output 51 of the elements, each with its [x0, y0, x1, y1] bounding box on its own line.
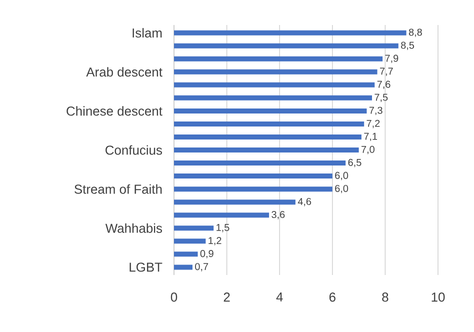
data-label: 6,0	[335, 172, 348, 180]
bar	[174, 30, 406, 36]
data-label: 7,5	[374, 94, 388, 102]
bar	[174, 200, 296, 205]
data-label: 6,0	[335, 184, 348, 194]
x-tick-label: 2	[224, 292, 230, 302]
data-label: 7,2	[366, 120, 380, 128]
bar	[174, 160, 346, 166]
y-tick-label: Chinese descent	[66, 106, 162, 116]
x-tick-label: 8	[382, 292, 388, 302]
data-label: 8,5	[401, 42, 414, 50]
y-tick-label: Arab descent	[86, 67, 162, 77]
x-tick-label: 6	[329, 292, 336, 302]
x-tick-label: 0	[170, 292, 178, 302]
bar	[174, 264, 192, 270]
y-tick-label: Islam	[132, 28, 162, 38]
bar	[174, 56, 383, 62]
bar	[174, 134, 362, 140]
y-tick-label: LGBT	[130, 262, 162, 272]
bar	[174, 69, 378, 74]
data-label: 7,7	[380, 68, 393, 76]
y-tick-label: Confucius	[106, 145, 162, 155]
data-label: 1,2	[208, 237, 222, 246]
bar	[174, 82, 375, 88]
data-label: 7,1	[364, 132, 378, 142]
bar	[174, 238, 206, 244]
data-label: 0,9	[200, 250, 214, 258]
bar	[174, 121, 364, 126]
data-label: 4,6	[298, 198, 312, 206]
bar	[174, 43, 398, 48]
bar	[174, 174, 332, 179]
data-label: 8,8	[408, 28, 422, 37]
bar	[174, 95, 372, 100]
y-tick-label: Wahhabis	[105, 223, 162, 233]
bar	[174, 108, 367, 114]
bar	[174, 186, 332, 192]
data-label: 7,6	[377, 80, 390, 90]
bar	[174, 252, 198, 257]
bar	[174, 212, 270, 218]
data-label: 1,5	[216, 224, 230, 232]
x-tick-label: 10	[432, 292, 445, 302]
data-label: 6,5	[348, 158, 362, 168]
data-label: 7,9	[385, 54, 398, 63]
data-label: 7,0	[362, 146, 374, 154]
data-label: 7,3	[369, 106, 382, 116]
x-tick-label: 4	[276, 292, 283, 302]
bar	[174, 148, 359, 153]
data-label: 0,7	[195, 263, 208, 272]
y-tick-label: Stream of Faith	[74, 184, 162, 194]
data-label: 3,6	[272, 210, 285, 220]
bar	[174, 226, 214, 231]
